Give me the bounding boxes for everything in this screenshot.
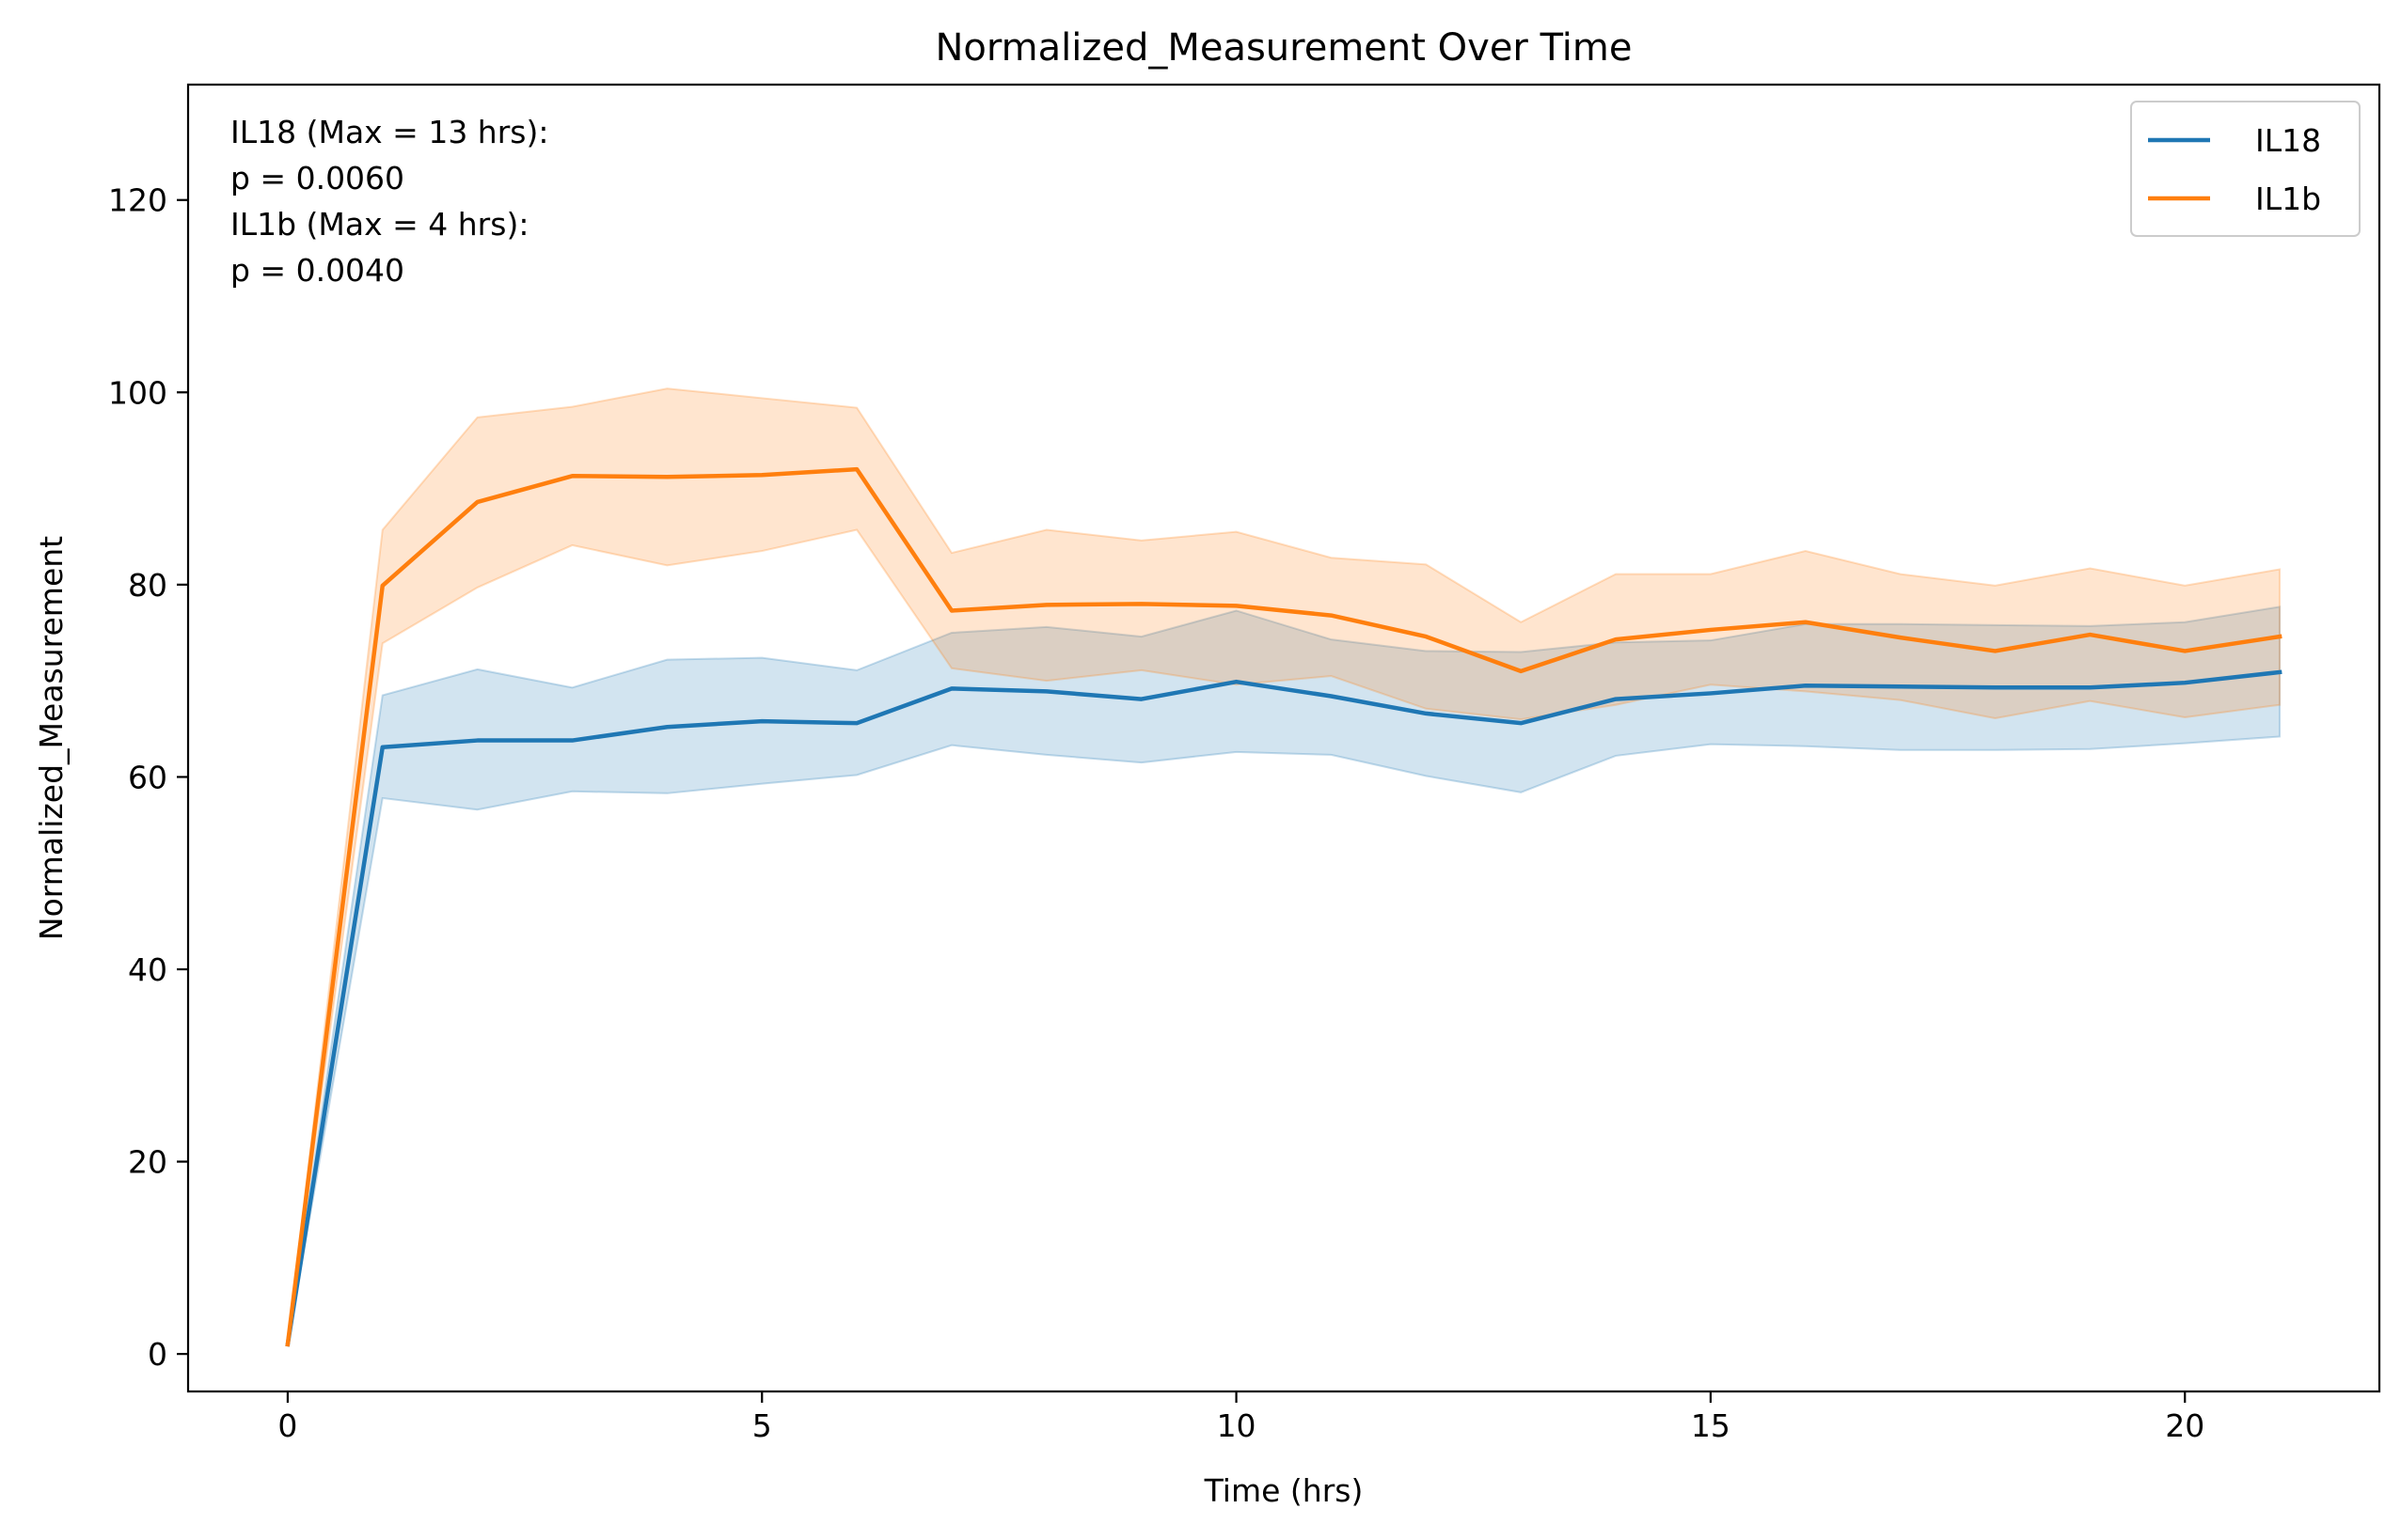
y-axis-ticks: 0 20 40 60 80 100 120 <box>108 182 188 1373</box>
y-tick-label: 80 <box>128 567 167 604</box>
y-tick-label: 100 <box>108 374 167 411</box>
x-tick-label: 15 <box>1691 1407 1730 1444</box>
y-axis-label: Normalized_Measurement <box>33 536 70 940</box>
x-tick-label: 0 <box>277 1407 297 1444</box>
y-tick-label: 0 <box>148 1336 167 1373</box>
series-lines <box>285 466 2283 1347</box>
legend-box <box>2130 101 2361 237</box>
y-tick-label: 60 <box>128 759 167 795</box>
plot-frame <box>186 83 2381 1393</box>
legend-label-il1b: IL1b <box>2255 181 2321 217</box>
legend-label-il18: IL18 <box>2255 122 2321 159</box>
series-line-il1b <box>285 466 2283 1347</box>
x-tick-label: 20 <box>2165 1407 2204 1444</box>
series-line-il18 <box>285 669 2283 1347</box>
annotation-line-4: p = 0.0040 <box>230 252 404 289</box>
y-tick-label: 20 <box>128 1144 167 1181</box>
chart-title: Normalized_Measurement Over Time <box>936 26 1633 70</box>
annotation-line-1: IL18 (Max = 13 hrs): <box>230 114 548 150</box>
x-axis-label: Time (hrs) <box>1204 1472 1364 1509</box>
x-tick-label: 5 <box>752 1407 772 1444</box>
y-tick-label: 120 <box>108 182 167 219</box>
y-tick-label: 40 <box>128 951 167 988</box>
x-axis-ticks: 0 5 10 15 20 <box>277 1391 2204 1444</box>
annotation-line-2: p = 0.0060 <box>230 160 404 196</box>
x-tick-label: 10 <box>1217 1407 1256 1444</box>
annotation-line-3: IL1b (Max = 4 hrs): <box>230 206 529 243</box>
annotation-text: IL18 (Max = 13 hrs): p = 0.0060 IL1b (Ma… <box>230 114 548 289</box>
legend: IL18 IL1b <box>2130 101 2361 237</box>
